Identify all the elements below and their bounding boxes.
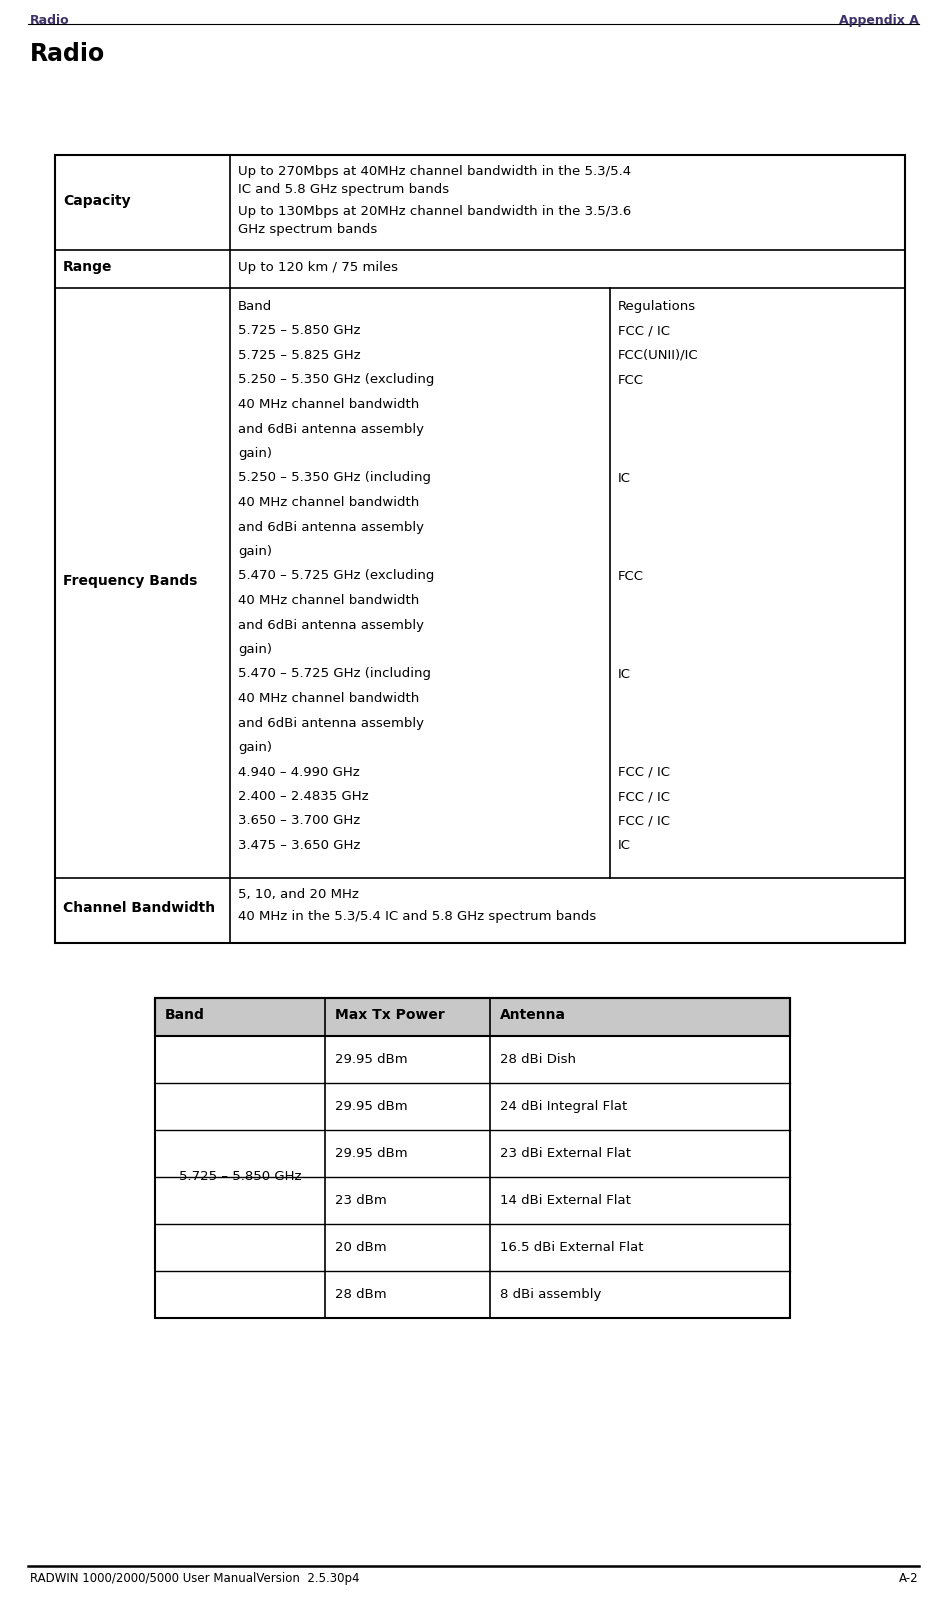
- Text: IC: IC: [618, 472, 631, 484]
- Text: 5.470 – 5.725 GHz (including: 5.470 – 5.725 GHz (including: [238, 667, 431, 680]
- Text: IC: IC: [618, 667, 631, 680]
- Text: 5, 10, and 20 MHz: 5, 10, and 20 MHz: [238, 889, 359, 901]
- Text: FCC / IC: FCC / IC: [618, 815, 670, 828]
- Text: and 6dBi antenna assembly: and 6dBi antenna assembly: [238, 422, 424, 436]
- Text: 16.5 dBi External Flat: 16.5 dBi External Flat: [500, 1241, 644, 1254]
- Text: 40 MHz in the 5.3/5.4 IC and 5.8 GHz spectrum bands: 40 MHz in the 5.3/5.4 IC and 5.8 GHz spe…: [238, 909, 597, 922]
- Text: gain): gain): [238, 545, 272, 558]
- Text: GHz spectrum bands: GHz spectrum bands: [238, 223, 377, 236]
- Text: 8 dBi assembly: 8 dBi assembly: [500, 1288, 601, 1301]
- Text: 3.475 – 3.650 GHz: 3.475 – 3.650 GHz: [238, 839, 361, 852]
- Text: Band: Band: [165, 1007, 205, 1022]
- Text: IC: IC: [618, 839, 631, 852]
- Text: 5.250 – 5.350 GHz (including: 5.250 – 5.350 GHz (including: [238, 472, 431, 484]
- Text: 5.725 – 5.825 GHz: 5.725 – 5.825 GHz: [238, 350, 361, 363]
- Text: FCC / IC: FCC / IC: [618, 791, 670, 804]
- Text: 5.250 – 5.350 GHz (excluding: 5.250 – 5.350 GHz (excluding: [238, 374, 435, 387]
- Text: FCC: FCC: [618, 374, 644, 387]
- Text: 24 dBi Integral Flat: 24 dBi Integral Flat: [500, 1100, 627, 1113]
- Text: gain): gain): [238, 643, 272, 656]
- Text: FCC / IC: FCC / IC: [618, 324, 670, 337]
- Text: 40 MHz channel bandwidth: 40 MHz channel bandwidth: [238, 593, 420, 606]
- Text: Up to 120 km / 75 miles: Up to 120 km / 75 miles: [238, 260, 398, 274]
- Text: and 6dBi antenna assembly: and 6dBi antenna assembly: [238, 717, 424, 730]
- Text: Frequency Bands: Frequency Bands: [63, 574, 197, 589]
- Text: 29.95 dBm: 29.95 dBm: [335, 1100, 407, 1113]
- Text: Band: Band: [238, 300, 272, 313]
- Text: 28 dBi Dish: 28 dBi Dish: [500, 1052, 576, 1067]
- Text: 20 dBm: 20 dBm: [335, 1241, 386, 1254]
- Text: gain): gain): [238, 741, 272, 754]
- Text: 2.400 – 2.4835 GHz: 2.400 – 2.4835 GHz: [238, 791, 368, 804]
- Text: 5.725 – 5.850 GHz: 5.725 – 5.850 GHz: [238, 324, 361, 337]
- Text: 4.940 – 4.990 GHz: 4.940 – 4.990 GHz: [238, 765, 360, 778]
- Text: Radio: Radio: [30, 42, 105, 66]
- Text: A-2: A-2: [900, 1572, 919, 1585]
- Text: 23 dBi External Flat: 23 dBi External Flat: [500, 1147, 631, 1160]
- Text: FCC / IC: FCC / IC: [618, 765, 670, 778]
- Text: Radio: Radio: [30, 14, 70, 27]
- Text: Max Tx Power: Max Tx Power: [335, 1007, 445, 1022]
- Text: 40 MHz channel bandwidth: 40 MHz channel bandwidth: [238, 691, 420, 706]
- Text: and 6dBi antenna assembly: and 6dBi antenna assembly: [238, 521, 424, 534]
- Text: Up to 130Mbps at 20MHz channel bandwidth in the 3.5/3.6: Up to 130Mbps at 20MHz channel bandwidth…: [238, 205, 632, 218]
- Text: 5.470 – 5.725 GHz (excluding: 5.470 – 5.725 GHz (excluding: [238, 569, 435, 582]
- Text: 5.725 – 5.850 GHz: 5.725 – 5.850 GHz: [179, 1171, 301, 1184]
- Text: RADWIN 1000/2000/5000 User ManualVersion  2.5.30p4: RADWIN 1000/2000/5000 User ManualVersion…: [30, 1572, 360, 1585]
- Text: 23 dBm: 23 dBm: [335, 1193, 386, 1206]
- Text: 3.650 – 3.700 GHz: 3.650 – 3.700 GHz: [238, 815, 360, 828]
- Bar: [155, 998, 790, 1036]
- Text: 40 MHz channel bandwidth: 40 MHz channel bandwidth: [238, 398, 420, 411]
- Text: 14 dBi External Flat: 14 dBi External Flat: [500, 1193, 631, 1206]
- Text: FCC: FCC: [618, 569, 644, 582]
- Text: and 6dBi antenna assembly: and 6dBi antenna assembly: [238, 619, 424, 632]
- Text: Appendix A: Appendix A: [839, 14, 919, 27]
- Bar: [55, 156, 905, 943]
- Text: 29.95 dBm: 29.95 dBm: [335, 1052, 407, 1067]
- Text: Up to 270Mbps at 40MHz channel bandwidth in the 5.3/5.4: Up to 270Mbps at 40MHz channel bandwidth…: [238, 165, 631, 178]
- Text: Regulations: Regulations: [618, 300, 696, 313]
- Text: 29.95 dBm: 29.95 dBm: [335, 1147, 407, 1160]
- Bar: [155, 998, 790, 1318]
- Text: Antenna: Antenna: [500, 1007, 566, 1022]
- Text: Channel Bandwidth: Channel Bandwidth: [63, 901, 215, 916]
- Text: Capacity: Capacity: [63, 194, 131, 207]
- Text: IC and 5.8 GHz spectrum bands: IC and 5.8 GHz spectrum bands: [238, 183, 449, 196]
- Text: 40 MHz channel bandwidth: 40 MHz channel bandwidth: [238, 496, 420, 508]
- Text: Range: Range: [63, 260, 113, 274]
- Text: gain): gain): [238, 448, 272, 460]
- Text: FCC(UNII)/IC: FCC(UNII)/IC: [618, 350, 699, 363]
- Text: 28 dBm: 28 dBm: [335, 1288, 386, 1301]
